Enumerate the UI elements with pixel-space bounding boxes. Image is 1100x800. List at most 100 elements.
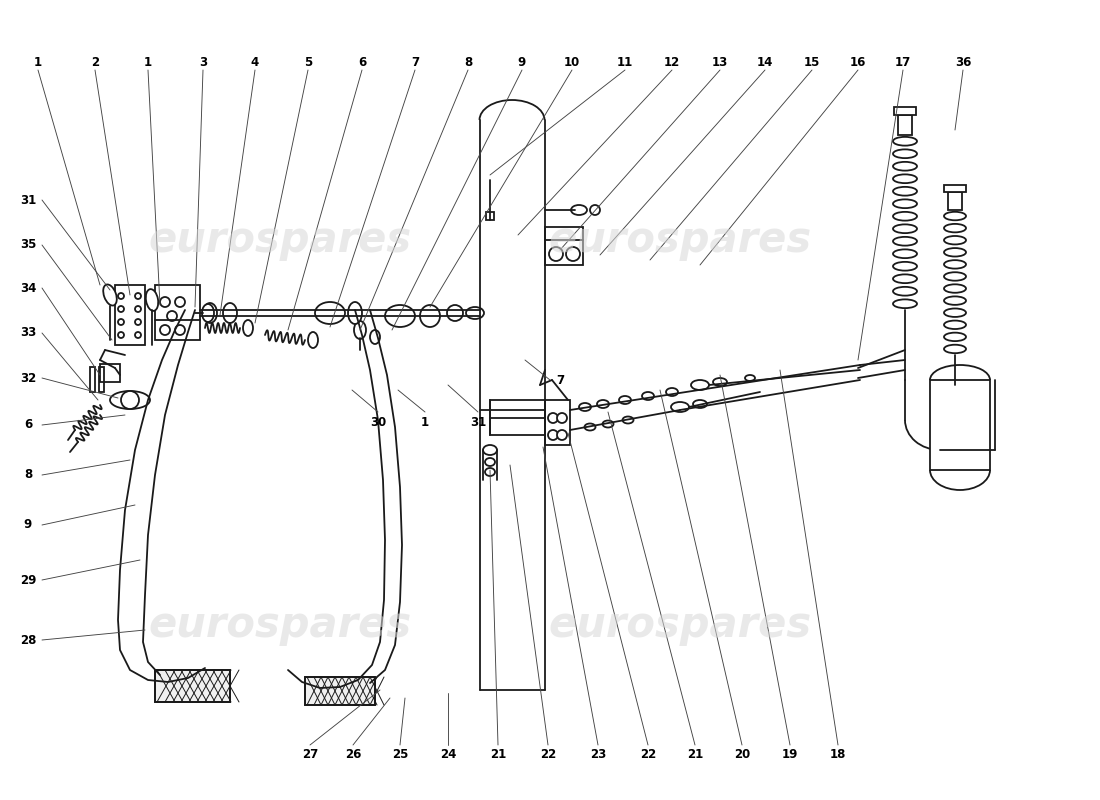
Ellipse shape [370, 330, 379, 344]
Text: 1: 1 [144, 55, 152, 69]
Text: 26: 26 [344, 749, 361, 762]
Ellipse shape [571, 205, 587, 215]
Bar [490, 400, 544, 435]
Text: 14: 14 [757, 55, 773, 69]
Circle shape [548, 413, 558, 423]
Text: 9: 9 [518, 55, 526, 69]
Text: 23: 23 [590, 749, 606, 762]
Text: 33: 33 [20, 326, 36, 339]
Ellipse shape [666, 388, 678, 396]
Text: 16: 16 [850, 55, 866, 69]
Text: 22: 22 [540, 749, 557, 762]
Ellipse shape [584, 423, 595, 430]
Text: 7: 7 [411, 55, 419, 69]
Ellipse shape [204, 303, 217, 323]
Ellipse shape [420, 305, 440, 327]
Ellipse shape [485, 458, 495, 466]
Bar [116, 285, 145, 345]
Ellipse shape [603, 421, 614, 427]
Ellipse shape [713, 378, 727, 386]
Circle shape [135, 332, 141, 338]
Text: 34: 34 [20, 282, 36, 294]
Bar [155, 670, 230, 702]
Bar [155, 670, 230, 702]
Bar [544, 227, 583, 265]
Circle shape [548, 430, 558, 440]
Circle shape [135, 293, 141, 299]
Text: 8: 8 [24, 469, 32, 482]
Ellipse shape [671, 402, 689, 412]
Circle shape [566, 247, 580, 261]
Ellipse shape [590, 205, 600, 215]
Bar [898, 115, 912, 135]
Bar [90, 367, 95, 392]
Ellipse shape [243, 320, 253, 336]
Ellipse shape [385, 305, 415, 327]
Circle shape [135, 306, 141, 312]
Text: 31: 31 [470, 415, 486, 429]
Text: 4: 4 [251, 55, 260, 69]
Ellipse shape [483, 445, 497, 455]
Ellipse shape [354, 321, 366, 339]
Circle shape [121, 391, 139, 409]
Ellipse shape [110, 391, 150, 409]
Bar [305, 677, 375, 705]
Bar [930, 380, 990, 470]
Circle shape [447, 305, 463, 321]
Text: 12: 12 [664, 55, 680, 69]
Text: eurospares: eurospares [148, 219, 411, 261]
Text: 7: 7 [556, 374, 564, 386]
Ellipse shape [597, 400, 609, 408]
Ellipse shape [146, 289, 158, 311]
Text: 6: 6 [358, 55, 366, 69]
Text: 13: 13 [712, 55, 728, 69]
Ellipse shape [693, 400, 707, 408]
Text: eurospares: eurospares [148, 604, 411, 646]
Text: 24: 24 [440, 749, 456, 762]
Circle shape [557, 430, 566, 440]
Ellipse shape [202, 304, 215, 322]
Text: 28: 28 [20, 634, 36, 646]
Text: eurospares: eurospares [549, 219, 812, 261]
Ellipse shape [691, 380, 710, 390]
Text: 35: 35 [20, 238, 36, 251]
Ellipse shape [485, 468, 495, 476]
Text: 25: 25 [392, 749, 408, 762]
Text: 11: 11 [617, 55, 634, 69]
Bar [944, 185, 966, 192]
Text: 6: 6 [24, 418, 32, 431]
Text: 3: 3 [199, 55, 207, 69]
Text: 20: 20 [734, 749, 750, 762]
Text: 9: 9 [24, 518, 32, 531]
Text: 29: 29 [20, 574, 36, 586]
Circle shape [549, 247, 563, 261]
Ellipse shape [623, 417, 634, 423]
Text: 1: 1 [421, 415, 429, 429]
Bar [305, 677, 375, 705]
Text: 1: 1 [34, 55, 42, 69]
Bar [948, 192, 962, 210]
Ellipse shape [619, 396, 631, 404]
Text: 15: 15 [804, 55, 821, 69]
Ellipse shape [315, 302, 345, 324]
Text: eurospares: eurospares [549, 604, 812, 646]
Text: 21: 21 [686, 749, 703, 762]
Bar [894, 107, 916, 115]
Text: 8: 8 [464, 55, 472, 69]
Text: 31: 31 [20, 194, 36, 206]
Text: 36: 36 [955, 55, 971, 69]
Ellipse shape [642, 392, 654, 400]
Text: 5: 5 [304, 55, 312, 69]
Ellipse shape [348, 302, 362, 324]
Text: 27: 27 [301, 749, 318, 762]
Text: 19: 19 [782, 749, 799, 762]
Bar [544, 400, 570, 445]
Circle shape [118, 306, 124, 312]
Ellipse shape [466, 307, 484, 319]
Circle shape [557, 413, 566, 423]
Text: 2: 2 [91, 55, 99, 69]
Text: 21: 21 [490, 749, 506, 762]
Ellipse shape [745, 375, 755, 381]
Bar [99, 367, 104, 392]
Bar [486, 212, 494, 220]
